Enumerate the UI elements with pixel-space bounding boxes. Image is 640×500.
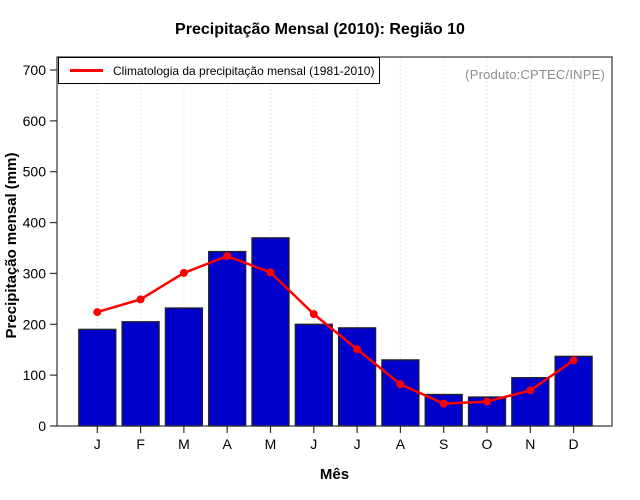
x-tick-label-mar: M	[178, 436, 190, 452]
y-tick-label-0: 0	[38, 418, 46, 434]
y-tick-label-200: 200	[23, 316, 47, 332]
y-tick-label-600: 600	[23, 113, 47, 129]
x-tick-label-oct: O	[482, 436, 493, 452]
bar-jul	[337, 327, 377, 427]
bar-may	[251, 237, 290, 427]
climatology-point-apr	[223, 252, 232, 261]
x-tick-label-apr: A	[223, 436, 233, 452]
climatology-point-mar	[179, 268, 188, 277]
legend: Climatologia da precipitação mensal (198…	[58, 57, 380, 84]
climatology-point-jun	[309, 310, 318, 319]
climatology-point-jan	[93, 308, 102, 317]
x-tick-label-feb: F	[136, 436, 145, 452]
chart-title: Precipitação Mensal (2010): Região 10	[175, 21, 465, 38]
x-tick-label-may: M	[265, 436, 277, 452]
climatology-point-oct	[483, 397, 491, 406]
bar-feb	[121, 321, 160, 427]
climatology-point-aug	[396, 380, 405, 389]
y-tick-label-700: 700	[23, 62, 47, 78]
climatology-point-nov	[526, 386, 535, 395]
x-axis-title: Mês	[320, 466, 349, 483]
x-tick-label-dec: D	[569, 436, 579, 452]
bar-aug	[381, 359, 420, 427]
bar-apr	[208, 250, 247, 427]
bar-dec	[554, 355, 593, 427]
climatology-line	[96, 254, 575, 405]
x-tick-label-jun: J	[310, 436, 317, 452]
legend-line-swatch	[70, 69, 103, 72]
x-tick-label-jul: J	[354, 436, 361, 452]
climatology-point-dec	[569, 356, 578, 365]
product-annotation: (Produto:CPTEC/INPE)	[465, 67, 605, 82]
bar-nov	[511, 377, 550, 427]
x-tick-label-jan: J	[94, 436, 101, 452]
x-tick-label-sep: S	[439, 436, 448, 452]
y-tick-label-500: 500	[23, 164, 47, 180]
x-tick-label-aug: A	[396, 436, 406, 452]
legend-label: Climatologia da precipitação mensal (198…	[113, 63, 375, 78]
x-tick-label-nov: N	[525, 436, 535, 452]
climatology-point-jul	[353, 345, 362, 354]
y-axis-title: Precipitação mensal (mm)	[3, 153, 20, 339]
y-tick-label-400: 400	[23, 215, 47, 231]
bar-jun	[294, 323, 333, 427]
climatology-point-sep	[439, 399, 448, 408]
y-tick-label-300: 300	[23, 265, 47, 281]
y-tick-label-100: 100	[23, 367, 47, 383]
climatology-point-feb	[136, 295, 145, 304]
bar-jan	[78, 328, 117, 427]
climatology-point-may	[266, 268, 275, 277]
bar-mar	[164, 307, 204, 427]
